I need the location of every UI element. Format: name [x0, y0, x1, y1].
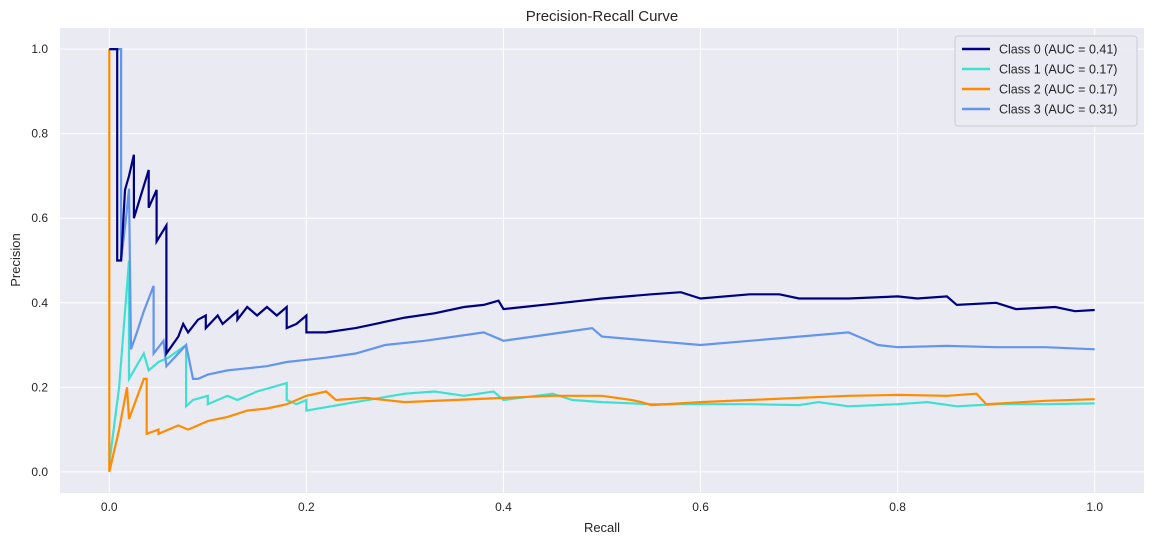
- x-tick-label: 0.6: [692, 500, 709, 514]
- y-tick-label: 1.0: [31, 42, 48, 56]
- legend-label: Class 1 (AUC = 0.17): [999, 63, 1117, 77]
- y-axis-title: Precision: [8, 233, 23, 286]
- series-line-class-3: [109, 48, 1095, 380]
- legend-label: Class 0 (AUC = 0.41): [999, 43, 1117, 57]
- x-axis-title: Recall: [584, 520, 620, 535]
- series-lines: [108, 48, 1095, 473]
- chart-title: Precision-Recall Curve: [526, 8, 679, 25]
- legend-label: Class 3 (AUC = 0.31): [999, 103, 1117, 117]
- x-tick-label: 1.0: [1086, 500, 1103, 514]
- series-line-class-0: [109, 48, 1095, 357]
- series-line-class-2: [108, 49, 1095, 473]
- x-tick-label: 0.2: [298, 500, 315, 514]
- legend-label: Class 2 (AUC = 0.17): [999, 83, 1117, 97]
- legend-box: [954, 35, 1138, 127]
- grid-lines: [60, 28, 1144, 493]
- y-tick-label: 0.6: [31, 211, 48, 225]
- y-tick-label: 0.4: [31, 296, 48, 310]
- legend: Class 0 (AUC = 0.41) Class 1 (AUC = 0.17)…: [954, 35, 1138, 127]
- y-tick-label: 0.2: [31, 380, 48, 394]
- y-tick-label: 0.0: [31, 465, 48, 479]
- x-tick-label: 0.8: [889, 500, 906, 514]
- tick-labels: 0.0 0.2 0.4 0.6 0.8 1.0 0.0 0.2 0.4 0.6 0.8 1.0: [31, 42, 1103, 514]
- x-tick-label: 0.4: [495, 500, 512, 514]
- y-tick-label: 0.8: [31, 127, 48, 141]
- x-tick-label: 0.0: [101, 500, 118, 514]
- series-line-class-1: [108, 260, 1095, 464]
